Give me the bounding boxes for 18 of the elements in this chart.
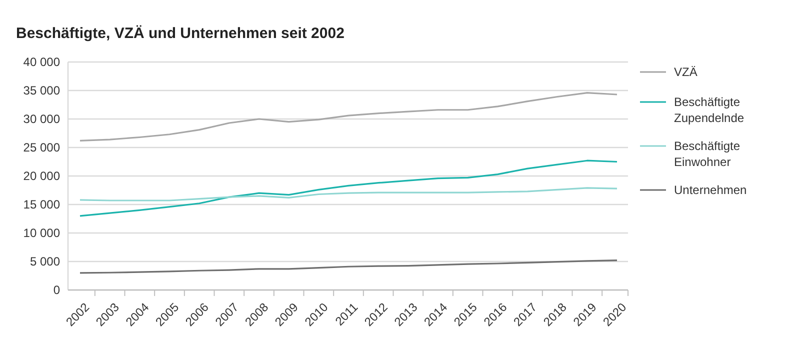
y-tick-label: 30 000 [23,112,60,126]
y-tick-label: 20 000 [23,169,60,184]
line-series [79,260,618,274]
legend-label: Beschäftigte Einwohner [674,139,740,169]
line-series [79,160,618,217]
y-tick-label: 0 [53,283,60,298]
legend-label: Beschäftigte Zupendelnde [674,95,744,125]
y-tick-label: 5 000 [30,254,60,269]
y-tick-label: 25 000 [23,140,60,155]
y-tick-label: 15 000 [23,198,60,212]
y-tick-label: 40 000 [23,55,60,70]
line-series [79,92,618,142]
chart-title: Beschäftigte, VZÄ und Unternehmen seit 2002 [16,25,344,42]
line-series [79,187,618,202]
y-tick-label: 35 000 [23,84,60,98]
legend-label: Unternehmen [674,183,747,197]
y-tick-label: 10 000 [23,226,60,240]
legend-label: VZÄ [674,65,698,79]
